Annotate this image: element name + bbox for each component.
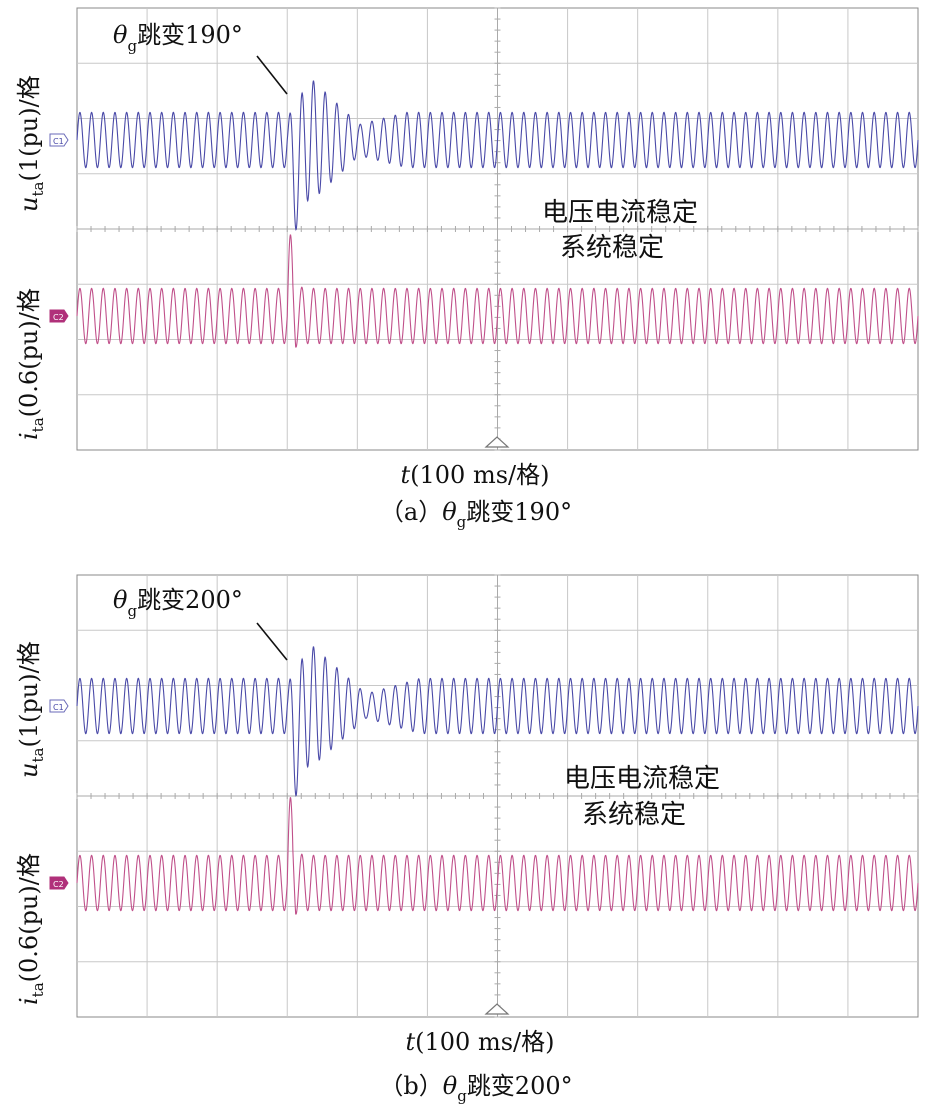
grid-a [76, 7, 919, 451]
jump-label-b: θg跳变200° [113, 586, 243, 620]
channel-marker-c2-label: C2 [53, 313, 64, 322]
xlabel-a: t(100 ms/格) [401, 461, 550, 489]
trace-i-ta [76, 796, 919, 915]
annotation-line2-a: 系统稳定 [560, 233, 664, 263]
channel-marker-c1-label: C1 [53, 703, 64, 712]
ylabel-i-b: ita(0.6(pu)/格 [15, 853, 47, 1005]
panel-a: C1 C2 θg跳变190° 电压电流稳定 系统稳定 uta(1(pu)/格 i… [15, 7, 919, 531]
channel-marker-c2-b: C2 [49, 876, 69, 890]
ylabel-u-a: uta(1(pu)/格 [15, 75, 47, 212]
trace-i-ta [76, 234, 919, 348]
channel-marker-c2-label: C2 [53, 880, 64, 889]
trigger-marker-b [484, 1003, 510, 1015]
annotation-line2-b: 系统稳定 [582, 800, 686, 830]
ylabel-u-b: uta(1(pu)/格 [15, 641, 47, 778]
jump-pointer-a [256, 55, 288, 95]
trace-u-ta [76, 646, 919, 797]
annotation-line1-a: 电压电流稳定 [542, 198, 698, 228]
traces-b [76, 646, 919, 915]
traces-a [76, 80, 919, 348]
channel-marker-c1-a: C1 [49, 133, 69, 147]
xlabel-b: t(100 ms/格) [406, 1028, 555, 1056]
annotation-line1-b: 电压电流稳定 [564, 764, 720, 794]
ylabel-i-a: ita(0.6(pu)/格 [15, 288, 47, 440]
caption-a: （a）θg跳变190° [380, 498, 572, 531]
caption-b: （b）θg跳变200° [379, 1072, 572, 1105]
grid-b [76, 574, 919, 1018]
jump-pointer-b [256, 622, 288, 661]
trace-u-ta [76, 80, 919, 231]
trigger-marker-a [484, 436, 510, 448]
channel-marker-c2-a: C2 [49, 309, 69, 323]
panel-b: C1 C2 θg跳变200° 电压电流稳定 系统稳定 uta(1(pu)/格 i… [15, 574, 919, 1105]
channel-marker-c1-b: C1 [49, 699, 69, 713]
jump-label-a: θg跳变190° [113, 21, 243, 55]
channel-marker-c1-label: C1 [53, 137, 64, 146]
